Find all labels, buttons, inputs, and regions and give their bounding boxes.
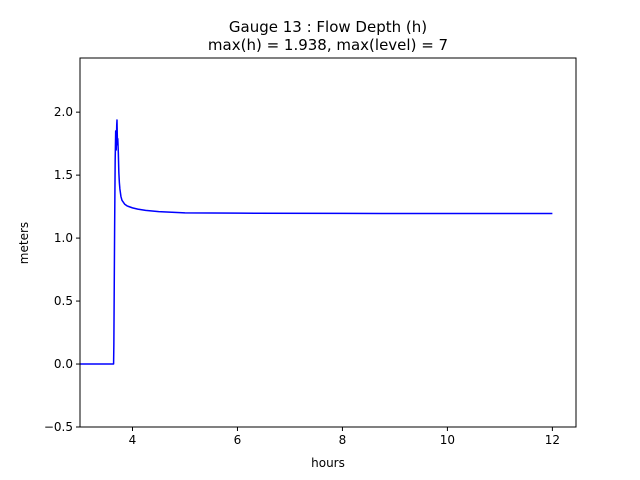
chart-title-line-1: Gauge 13 : Flow Depth (h) — [229, 18, 427, 36]
plot-area — [80, 58, 576, 427]
y-tick-label: 2.0 — [54, 105, 73, 119]
y-axis-label: meters — [17, 222, 31, 264]
series-layer — [80, 119, 553, 365]
plot-frame — [79, 57, 577, 428]
chart-title-line-2: max(h) = 1.938, max(level) = 7 — [208, 36, 448, 54]
y-tick-label: 1.0 — [54, 231, 73, 245]
x-tick-label: 12 — [545, 433, 560, 447]
y-tick-label: 0.0 — [54, 357, 73, 371]
x-tick-label: 4 — [129, 433, 137, 447]
x-tick-label: 6 — [234, 433, 242, 447]
x-tick-label: 10 — [440, 433, 455, 447]
y-tick-label: −0.5 — [44, 420, 73, 434]
x-tick-label: 8 — [339, 433, 347, 447]
y-axis-ticks: −0.5 0.0 0.5 1.0 1.5 2.0 — [44, 105, 80, 434]
y-tick-label: 1.5 — [54, 168, 73, 182]
series-line-0 — [80, 119, 553, 365]
y-tick-label: 0.5 — [54, 294, 73, 308]
x-axis-ticks: 4 6 8 10 12 — [129, 427, 560, 447]
x-axis-label: hours — [311, 456, 345, 470]
